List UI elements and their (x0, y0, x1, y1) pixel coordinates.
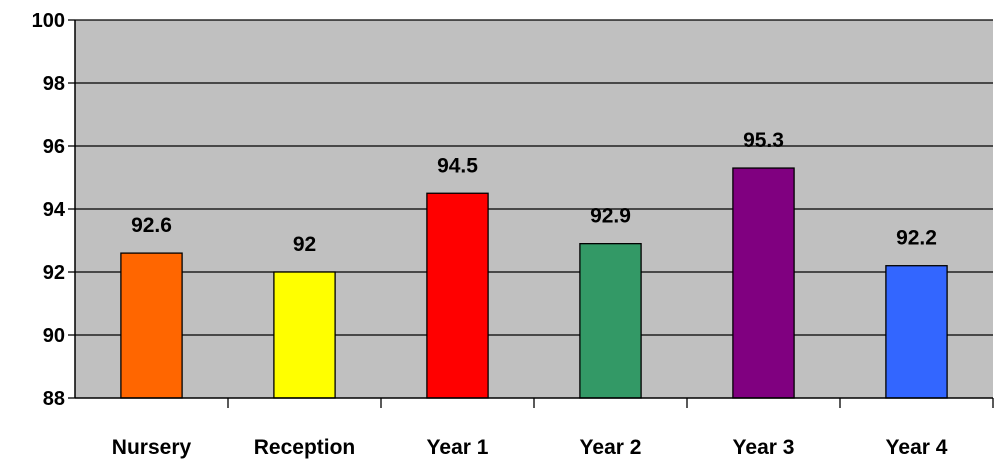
y-tick-label: 88 (43, 388, 65, 410)
data-label: 92 (293, 233, 316, 256)
category-label: Reception (254, 436, 356, 459)
bar-year-1 (426, 192, 489, 399)
data-label: 92.9 (590, 205, 631, 228)
y-tick-label: 90 (43, 325, 65, 347)
y-tick-label: 92 (43, 262, 65, 284)
bar-year-4 (885, 265, 948, 399)
data-label: 92.2 (896, 227, 937, 250)
category-label: Year 3 (733, 436, 795, 459)
y-tick-label: 100 (32, 10, 65, 32)
category-label: Nursery (112, 436, 192, 459)
gridlines (75, 19, 993, 336)
category-label: Year 4 (886, 436, 948, 459)
y-tick-label: 94 (43, 199, 66, 221)
data-label: 95.3 (743, 129, 784, 152)
data-label: 94.5 (437, 154, 478, 177)
bars (120, 167, 948, 399)
axes (68, 19, 994, 408)
bar-year-2 (579, 242, 642, 399)
category-label: Year 1 (427, 436, 489, 459)
labels: 88 90 92 94 96 98 100 92.6 Nursery 92 Reception 94.… (32, 10, 948, 459)
data-label: 92.6 (131, 214, 172, 237)
category-label: Year 2 (580, 436, 642, 459)
bar-nursery (120, 252, 183, 399)
bar-reception (273, 271, 336, 399)
y-tick-label: 98 (43, 73, 65, 95)
y-tick-label: 96 (43, 136, 65, 158)
bar-year-3 (732, 167, 795, 399)
